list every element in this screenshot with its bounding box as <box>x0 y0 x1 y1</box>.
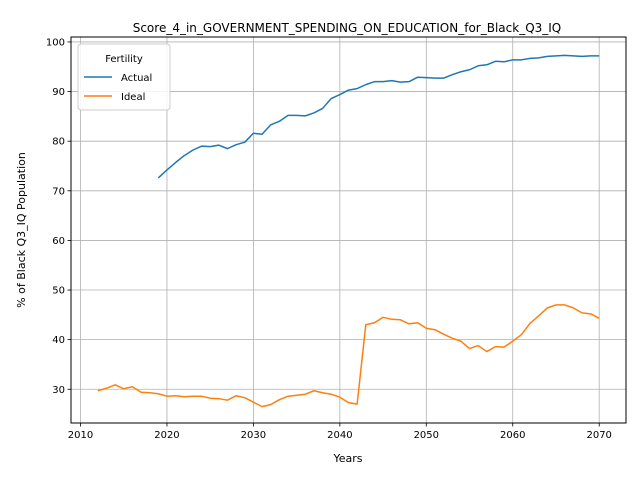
legend-box <box>77 43 171 111</box>
y-tick-label: 30 <box>52 385 65 396</box>
y-tick-label: 60 <box>52 236 65 247</box>
y-tick-label: 50 <box>52 286 65 297</box>
plot-frame <box>70 36 627 424</box>
series-line-ideal <box>97 304 600 408</box>
series-layer <box>97 54 600 408</box>
series-line-actual <box>157 54 600 179</box>
ticks: 2010 2020 2030 2040 2050 2060 2070 30 40 50 60 70 80… <box>46 37 612 441</box>
x-tick-label: 2040 <box>327 430 352 441</box>
x-tick-label: 2030 <box>241 430 266 441</box>
legend: Fertility Actual Ideal <box>77 43 171 111</box>
y-tick-label: 70 <box>52 186 65 197</box>
x-tick-label: 2060 <box>500 430 525 441</box>
x-tick-label: 2010 <box>68 430 93 441</box>
x-tick-label: 2050 <box>414 430 439 441</box>
grid <box>71 37 626 423</box>
chart-title: Score_4_in_GOVERNMENT_SPENDING_ON_EDUCAT… <box>133 21 562 35</box>
legend-label-actual: Actual <box>121 73 152 84</box>
y-tick-label: 90 <box>52 87 65 98</box>
x-tick-label: 2070 <box>586 430 611 441</box>
y-axis-label: % of Black Q3_IQ Population <box>15 152 28 308</box>
y-tick-label: 100 <box>46 37 65 48</box>
x-axis-label: Years <box>332 452 362 465</box>
y-tick-label: 80 <box>52 137 65 148</box>
x-tick-label: 2020 <box>154 430 179 441</box>
y-tick-label: 40 <box>52 335 65 346</box>
legend-title: Fertility <box>105 54 143 65</box>
legend-label-ideal: Ideal <box>121 92 145 103</box>
